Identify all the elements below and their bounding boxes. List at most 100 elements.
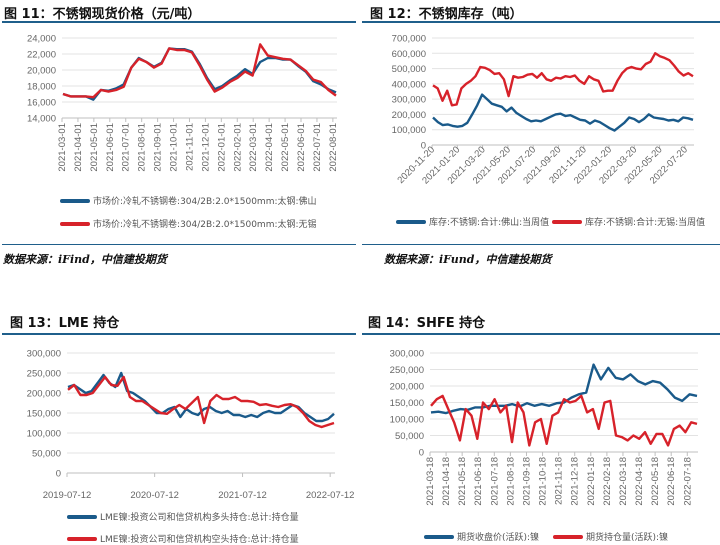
legend-label: 市场价:冷轧不锈钢卷:304/2B:2.0*1500mm:太钢:佛山 [93,197,317,207]
y-tick-label: 150,000 [390,398,424,409]
chart-13-title: 图 13：LME 持仓 [10,316,120,331]
y-tick-label: 0 [421,141,426,152]
x-tick-label: 2021-04-01 [73,123,84,172]
legend-swatch-blue [396,219,426,224]
y-tick-label: 14,000 [27,114,56,125]
x-tick-label: 2021-05-18 [457,457,468,506]
chart-14-title: 图 14：SHFE 持仓 [368,316,486,331]
y-tick-label: 250,000 [390,365,424,376]
chart-12-source: 数据来源：iFund，中信建投期货 [384,253,552,266]
x-tick-label: 2021-11-01 [184,123,195,171]
legend-label: 库存:不锈钢:合计:无锡:当周值 [585,218,706,228]
x-tick-label: 2021-12-01 [200,123,211,172]
x-tick-label: 2022-03-01 [248,123,259,172]
series-line-blue [430,363,698,415]
y-tick-label: 200,000 [27,389,61,400]
y-tick-label: 200,000 [390,382,424,393]
x-tick-label: 2022-06-18 [666,457,677,506]
x-tick-label: 2022-05-01 [280,123,291,172]
x-tick-label: 2021-10-01 [169,123,180,172]
x-tick-label: 2021-06-01 [105,123,116,172]
x-tick-label: 2021-09-01 [153,123,164,172]
y-tick-label: 50,000 [395,431,424,442]
x-tick-label: 2022-08-01 [328,123,339,172]
chart-12-legend-wuxi: 库存:不锈钢:合计:无锡:当周值 [552,215,705,228]
x-tick-label: 2022-04-18 [634,457,645,506]
chart-14-legend-oi: 期货持仓量(活跃):镍 [553,530,668,543]
chart-11-bottom-rule [2,244,356,245]
chart-11-source: 数据来源：iFind，中信建投期货 [3,253,167,266]
chart-12-title: 图 12：不锈钢库存（吨） [370,7,523,22]
y-tick-label: 24,000 [27,34,56,45]
chart-11-legend-wuxi: 市场价:冷轧不锈钢卷:304/2B:2.0*1500mm:太钢:无锡 [60,217,317,230]
y-tick-label: 250,000 [27,369,61,380]
y-tick-label: 100,000 [27,429,61,440]
x-tick-label: 2021-07-12 [218,490,267,501]
x-tick-label: 2022-07-12 [306,490,355,501]
legend-label: LME镍:投资公司和信贷机构多头持仓:总计:持仓量 [100,513,299,523]
series-line-blue [62,47,337,101]
y-tick-label: 300,000 [390,349,424,360]
x-tick-label: 2021-07-01 [121,123,132,172]
chart-13-title-rule [2,333,356,335]
legend-swatch-red [552,219,582,224]
chart-12-legend-foshan: 库存:不锈钢:合计:佛山:当周值 [396,215,549,228]
y-tick-label: 300,000 [27,349,61,360]
x-tick-label: 2021-10-18 [538,457,549,506]
chart-13-legend-short: LME镍:投资公司和信贷机构空头持仓:总计:持仓量 [67,532,299,545]
x-tick-label: 2021-05-01 [89,123,100,172]
x-tick-label: 2021-03-18 [425,457,436,506]
x-tick-label: 2021-12-18 [570,457,581,506]
series-line-blue [432,93,694,132]
chart-12-title-rule [362,21,720,23]
legend-swatch-red [553,534,583,539]
y-tick-label: 400,000 [392,79,426,90]
x-tick-label: 2022-03-18 [618,457,629,506]
y-tick-label: 16,000 [27,98,56,109]
chart-12-bottom-rule [362,244,720,245]
y-tick-label: 50,000 [32,449,61,460]
x-tick-label: 2022-05-18 [650,457,661,506]
x-tick-label: 2022-04-01 [264,123,275,172]
y-tick-label: 700,000 [392,34,426,45]
x-tick-label: 2021-09-18 [521,457,532,506]
x-tick-label: 2019-07-12 [43,490,92,501]
legend-label: 市场价:冷轧不锈钢卷:304/2B:2.0*1500mm:太钢:无锡 [93,220,317,230]
legend-swatch-blue [424,534,454,539]
legend-label: 期货持仓量(活跃):镍 [586,533,669,543]
chart-13-legend-long: LME镍:投资公司和信贷机构多头持仓:总计:持仓量 [67,510,299,523]
x-tick-label: 2022-07-18 [682,457,693,506]
x-tick-label: 2021-03-01 [57,123,68,172]
chart-11-title-rule [2,21,356,23]
series-line-red [67,375,335,429]
legend-swatch-blue [60,198,90,203]
y-tick-label: 0 [419,448,424,459]
x-tick-label: 2021-08-18 [505,457,516,506]
y-tick-label: 200,000 [392,110,426,121]
x-tick-label: 2021-11-18 [554,457,565,505]
x-tick-label: 2022-06-01 [296,123,307,172]
y-tick-label: 100,000 [390,415,424,426]
legend-swatch-red [67,536,97,541]
y-tick-label: 600,000 [392,49,426,60]
chart-14-title-rule [362,333,720,335]
y-tick-label: 300,000 [392,95,426,106]
legend-label: LME镍:投资公司和信贷机构空头持仓:总计:持仓量 [100,535,299,545]
legend-label: 期货收盘价(活跃):镍 [457,533,540,543]
legend-swatch-blue [67,514,97,519]
series-line-red [430,394,698,447]
x-tick-label: 2022-02-18 [602,457,613,506]
y-tick-label: 20,000 [27,66,56,77]
series-line-red [432,52,694,107]
x-tick-label: 2021-04-18 [441,457,452,506]
x-tick-label: 2022-07-01 [312,123,323,172]
x-tick-label: 2021-08-01 [137,123,148,172]
chart-11-title: 图 11：不锈钢现货价格（元/吨） [4,7,201,22]
legend-swatch-red [60,221,90,226]
chart-14-legend-price: 期货收盘价(活跃):镍 [424,530,539,543]
y-tick-label: 500,000 [392,64,426,75]
x-tick-label: 2021-06-18 [473,457,484,506]
x-tick-label: 2022-01-18 [586,457,597,506]
legend-label: 库存:不锈钢:合计:佛山:当周值 [429,218,550,228]
